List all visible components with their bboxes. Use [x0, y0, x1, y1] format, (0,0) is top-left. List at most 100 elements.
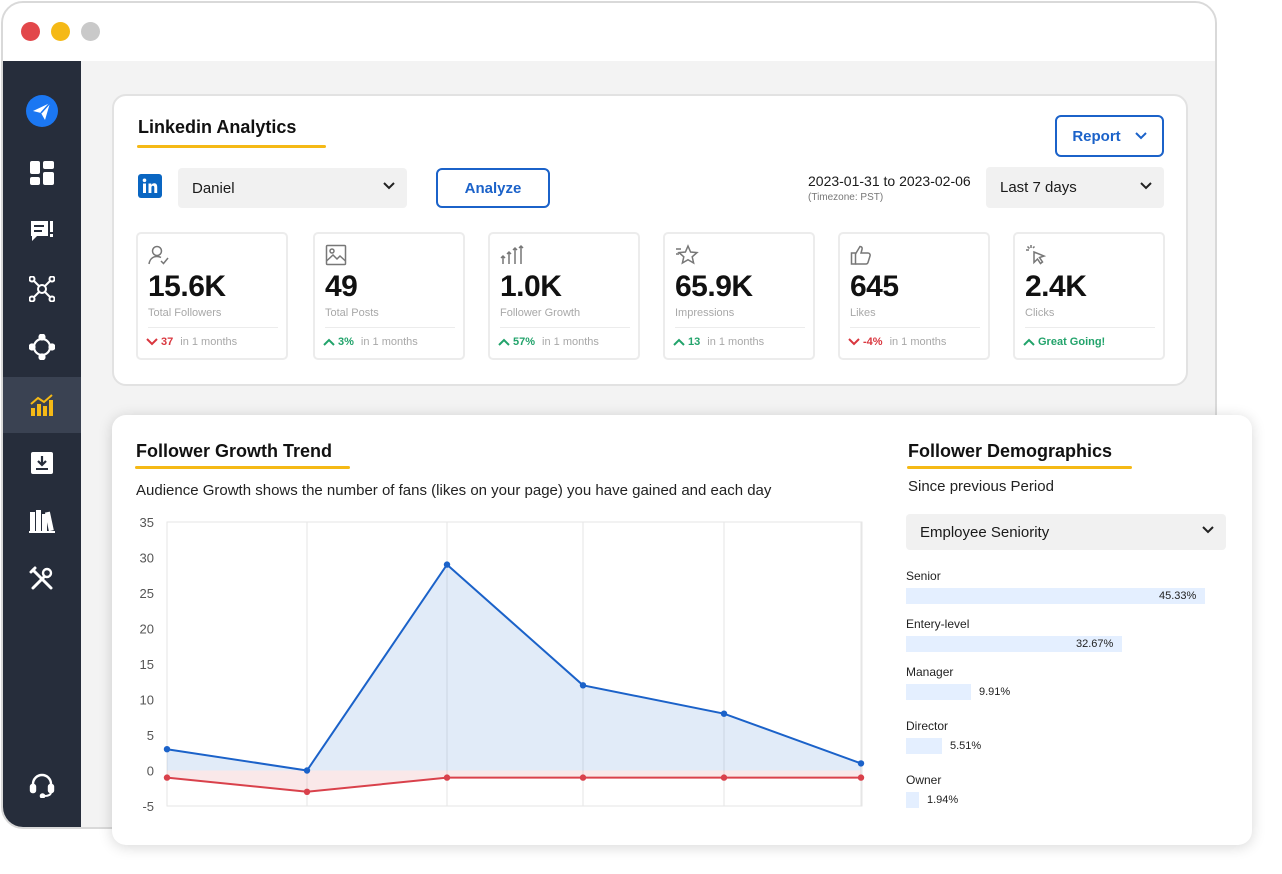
stat-label: Total Followers	[148, 307, 222, 319]
y-tick-label: 5	[147, 728, 154, 743]
demographic-value: 1.94%	[927, 794, 959, 806]
date-range: 2023-01-31 to 2023-02-06	[808, 173, 971, 189]
sidebar-item-explore[interactable]	[3, 319, 81, 375]
sidebar-item-library[interactable]	[3, 493, 81, 549]
chevron-down-icon	[383, 182, 395, 190]
chevron-down-icon	[1134, 132, 1147, 140]
chevron-up-icon	[673, 338, 685, 346]
demographic-filter-select[interactable]: Employee Seniority	[906, 514, 1226, 550]
analyze-button[interactable]: Analyze	[436, 168, 550, 208]
demographics-subtitle: Since previous Period	[908, 478, 1054, 495]
stat-change-period: in 1 months	[707, 336, 765, 348]
stat-card-posts: 49 Total Posts 3% in 1 months	[313, 232, 465, 360]
series-line	[166, 563, 862, 772]
sidebar-item-support[interactable]	[3, 757, 81, 813]
demographic-label: Senior	[906, 569, 941, 583]
stat-label: Impressions	[675, 307, 735, 319]
title-underline	[137, 145, 326, 148]
y-tick-label: 35	[140, 515, 154, 530]
data-point	[303, 788, 311, 795]
demographic-bar	[906, 636, 1122, 652]
stat-label: Likes	[850, 307, 876, 319]
sidebar-item-analytics[interactable]	[3, 377, 81, 433]
series-line	[166, 776, 861, 793]
y-tick-label: 25	[140, 586, 154, 601]
stat-change-value: 3%	[338, 336, 354, 348]
demographics-title: Follower Demographics	[908, 441, 1113, 461]
chevron-down-icon	[146, 338, 158, 346]
close-window-button[interactable]	[21, 22, 40, 41]
stat-change-value: 57%	[513, 336, 536, 348]
chevron-down-icon	[1140, 181, 1152, 189]
stat-card-clicks: 2.4K Clicks Great Going!	[1013, 232, 1165, 360]
demographic-value: 32.67%	[1076, 638, 1114, 650]
sidebar-item-tools[interactable]	[3, 551, 81, 607]
data-point	[720, 774, 728, 781]
y-tick-label: 15	[140, 657, 154, 672]
follower-growth-chart: 35 30 25 20 15 10 5 0 -5	[140, 515, 865, 814]
star-icon	[676, 244, 699, 265]
trend-description: Audience Growth shows the number of fans…	[136, 482, 772, 499]
stat-value: 15.6K	[148, 270, 226, 303]
stat-card-impressions: 65.9K Impressions 13 in 1 months	[663, 232, 815, 360]
image-icon	[325, 244, 347, 266]
account-select[interactable]: Daniel	[178, 168, 407, 208]
sidebar-item-messages[interactable]	[3, 203, 81, 259]
stat-label: Follower Growth	[500, 307, 581, 319]
chevron-up-icon	[1023, 338, 1035, 346]
data-point	[443, 774, 451, 781]
series-area	[167, 564, 861, 771]
demographic-value: 9.91%	[979, 686, 1011, 698]
sidebar-item-dashboard[interactable]	[3, 145, 81, 201]
stat-label: Clicks	[1025, 307, 1055, 319]
sidebar-item-inbox[interactable]	[3, 435, 81, 491]
demographic-filter-value: Employee Seniority	[920, 523, 1050, 541]
demographics-title-underline	[907, 466, 1132, 469]
sidebar-item-send[interactable]	[3, 83, 81, 139]
stat-card-followers: 15.6K Total Followers 37 in 1 months	[136, 232, 288, 360]
chevron-down-icon	[1202, 526, 1214, 534]
stat-change-value: Great Going!	[1038, 336, 1106, 348]
y-tick-label: 30	[140, 551, 154, 566]
demographic-label: Director	[906, 719, 949, 733]
y-tick-label: 10	[140, 693, 154, 708]
analytics-card	[112, 94, 1188, 386]
plot-area	[166, 521, 863, 807]
data-point	[163, 774, 171, 781]
stat-divider	[1025, 327, 1155, 328]
demographic-label: Owner	[906, 773, 942, 787]
stat-divider	[148, 327, 278, 328]
demographic-value: 5.51%	[950, 740, 982, 752]
data-point	[857, 774, 865, 781]
tools-icon	[29, 566, 53, 590]
account-select-value: Daniel	[192, 179, 235, 197]
stat-value: 65.9K	[675, 270, 753, 303]
title-bar	[3, 3, 1215, 61]
network-icon	[29, 276, 55, 302]
zoom-window-button[interactable]	[81, 22, 100, 41]
period-select[interactable]: Last 7 days	[986, 167, 1164, 208]
y-tick-label: 20	[140, 622, 154, 637]
report-button[interactable]: Report	[1055, 115, 1164, 157]
series-area	[167, 770, 861, 792]
stat-card-growth: 1.0K Follower Growth 57% in 1 months	[488, 232, 640, 360]
demographic-label: Manager	[906, 665, 954, 679]
sidebar-item-network[interactable]	[3, 261, 81, 317]
minimize-window-button[interactable]	[51, 22, 70, 41]
stat-divider	[500, 327, 630, 328]
data-point	[579, 682, 587, 689]
messages-icon	[31, 221, 53, 241]
stat-change-value: 37	[161, 336, 174, 348]
trend-title: Follower Growth Trend	[136, 441, 333, 461]
stat-value: 2.4K	[1025, 270, 1087, 303]
linkedin-icon	[138, 174, 162, 198]
stat-divider	[675, 327, 805, 328]
stat-divider	[325, 327, 455, 328]
trend-title-underline	[135, 466, 350, 469]
compass-icon	[29, 334, 55, 360]
data-point	[857, 760, 865, 767]
data-point	[579, 774, 587, 781]
user-check-icon	[148, 245, 169, 265]
demographic-label: Entery-level	[906, 617, 970, 631]
analytics-title: Linkedin Analytics	[138, 117, 297, 137]
